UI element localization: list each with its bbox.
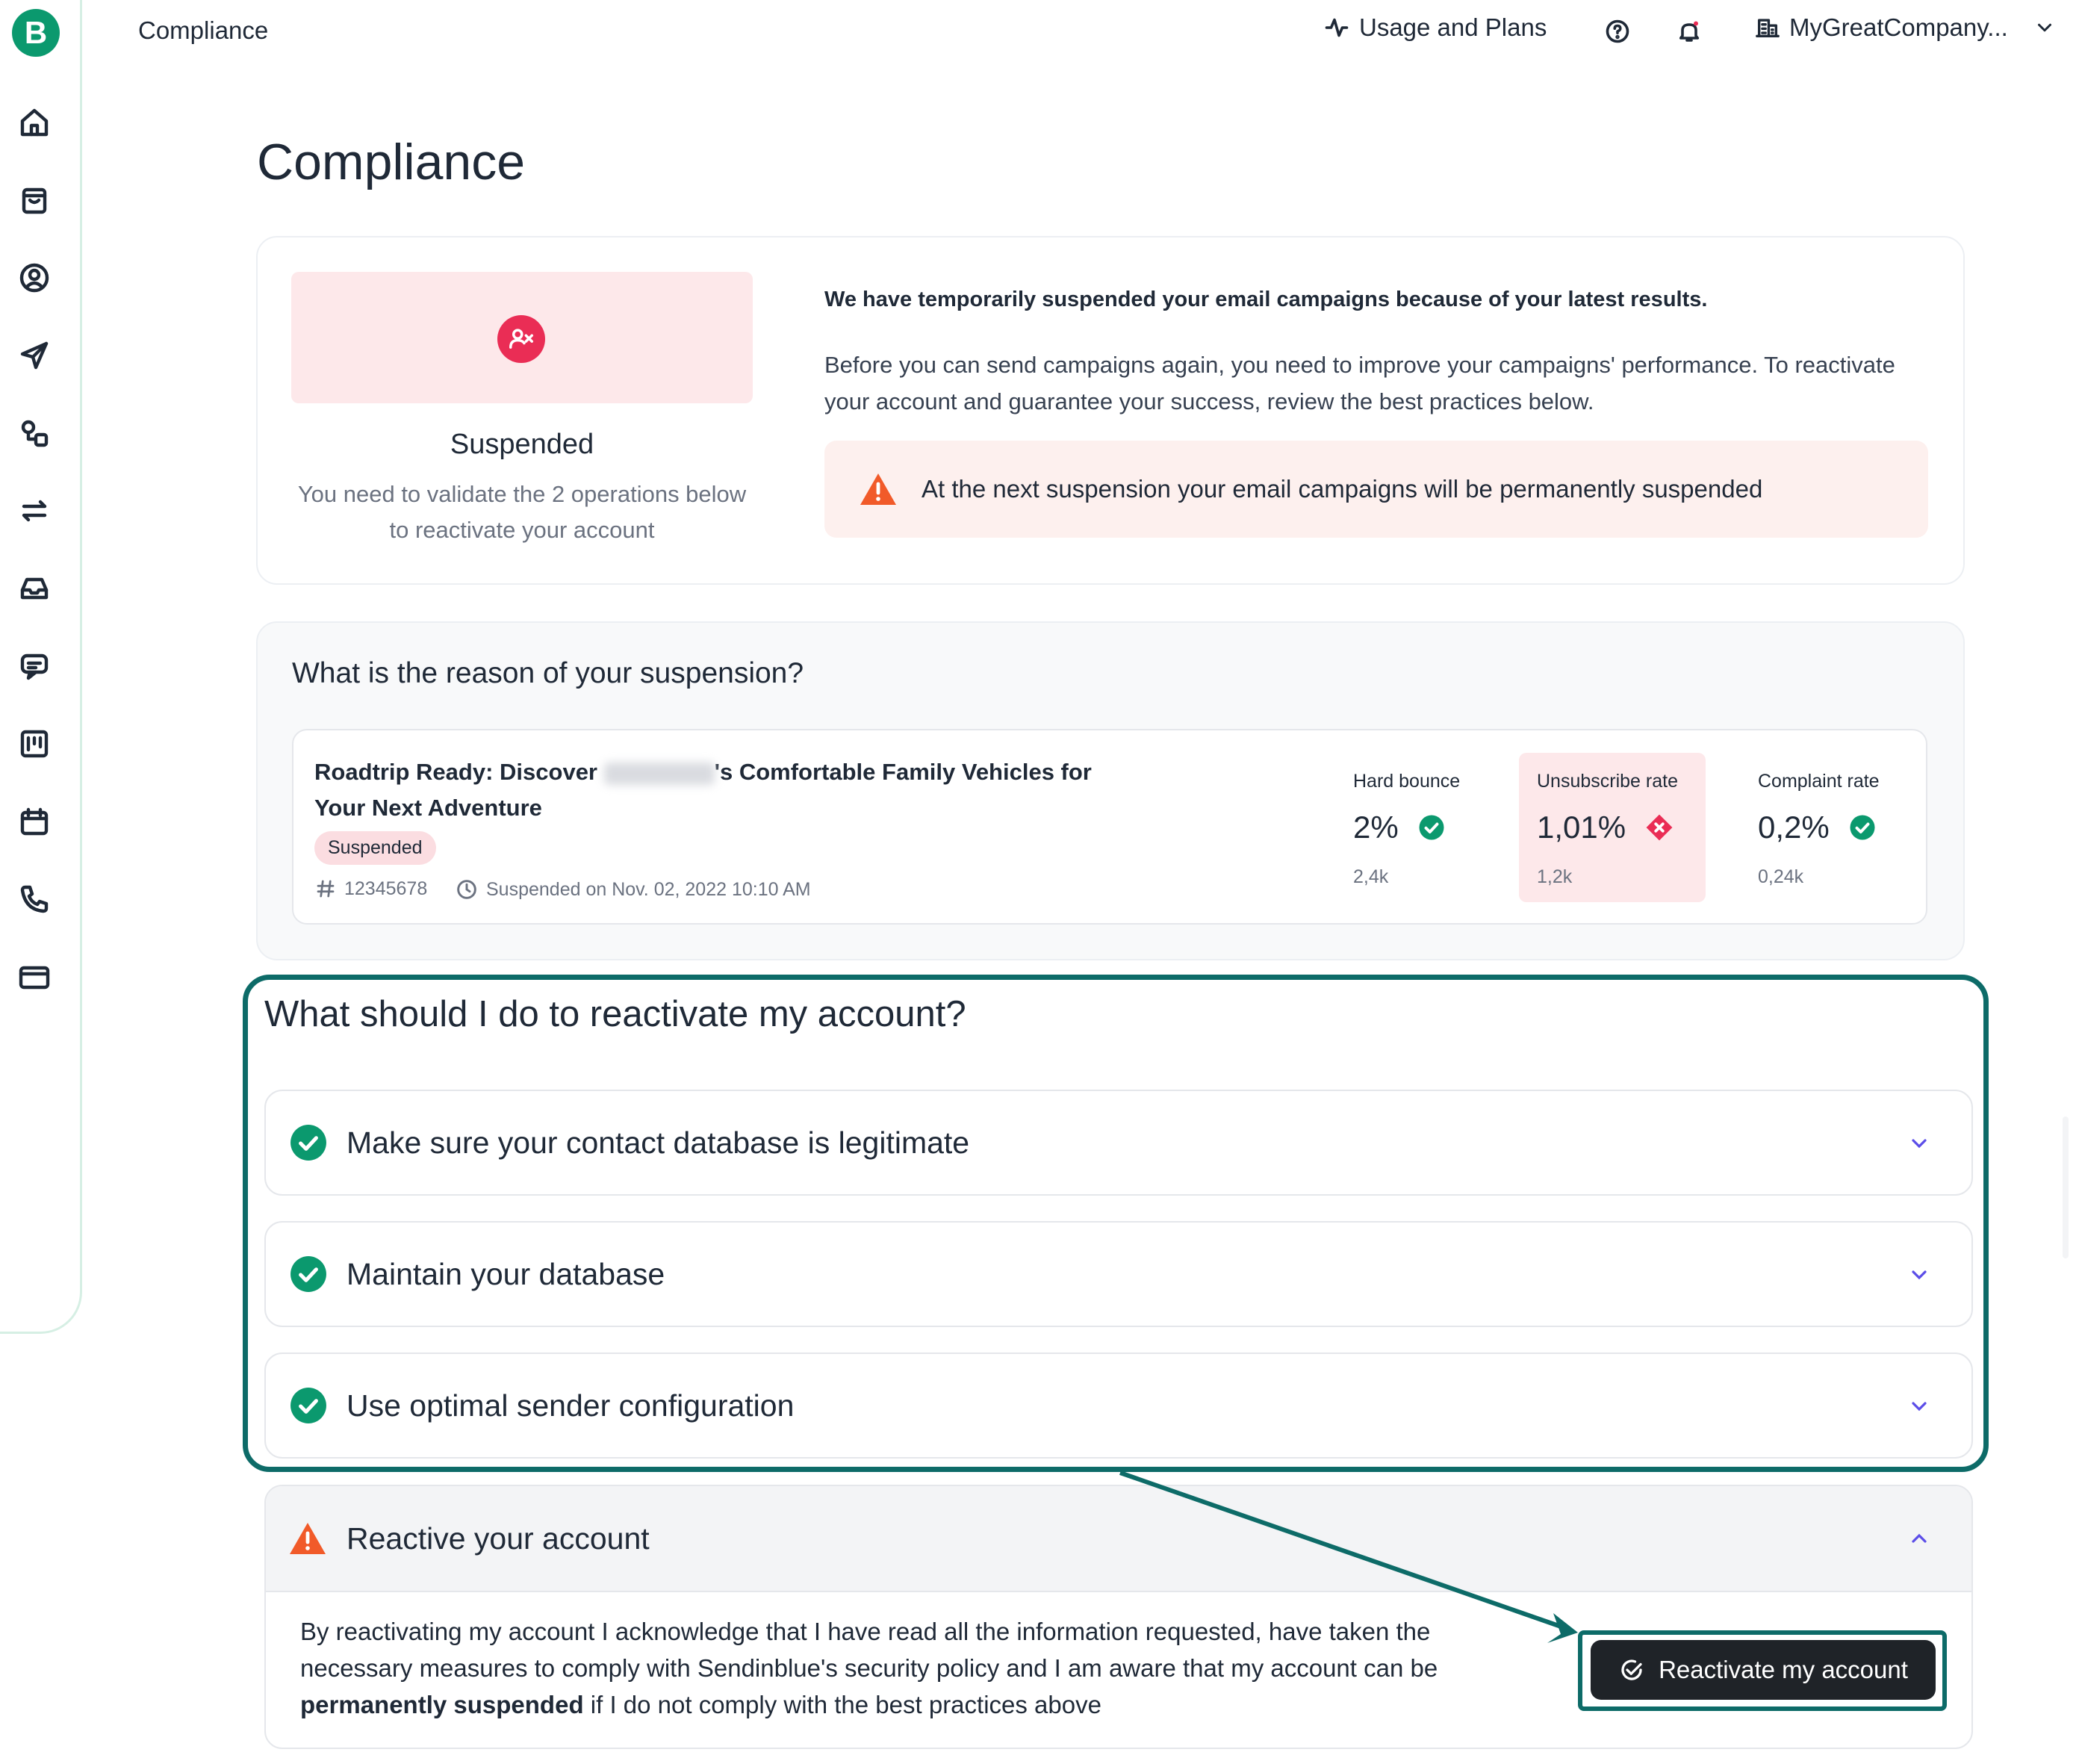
campaign-suspended-date: Suspended on Nov. 02, 2022 10:10 AM <box>455 878 811 901</box>
metric-value: 0,2% <box>1758 810 1830 845</box>
redacted-brand <box>603 762 715 785</box>
clock-icon <box>457 880 476 899</box>
chevron-down-icon[interactable] <box>1907 1131 1931 1155</box>
company-switcher[interactable]: MyGreatCompany... <box>1755 13 2056 42</box>
sidebar: B <box>0 0 82 1334</box>
check-circle-icon <box>290 1256 326 1292</box>
campaign-title-start: Roadtrip Ready: Discover <box>314 759 597 785</box>
sync-icon[interactable] <box>16 493 52 529</box>
usage-and-plans-link[interactable]: Usage and Plans <box>1323 13 1547 42</box>
campaign-title[interactable]: Roadtrip Ready: Discover 's Comfortable … <box>314 754 1136 826</box>
billing-icon[interactable] <box>16 959 52 995</box>
accordion-label: Reactive your account <box>346 1521 650 1556</box>
status-title: Suspended <box>450 429 594 460</box>
building-icon <box>1756 19 1780 38</box>
check-circle-icon <box>1419 815 1444 840</box>
check-circle-outline-icon <box>1621 1659 1642 1680</box>
chevron-down-icon[interactable] <box>1907 1394 1931 1418</box>
accordion-label: Maintain your database <box>346 1256 665 1291</box>
metric-count: 1,2k <box>1537 866 1573 887</box>
error-diamond-icon <box>1646 814 1673 841</box>
hash-icon <box>317 880 335 898</box>
metric-count: 2,4k <box>1353 866 1389 887</box>
reactivate-title: What should I do to reactivate my accoun… <box>264 994 966 1034</box>
warning-text: At the next suspension your email campai… <box>922 475 1763 503</box>
reason-title: What is the reason of your suspension? <box>292 657 804 689</box>
metric-value: 1,01% <box>1537 810 1626 845</box>
chevron-down-icon[interactable] <box>1907 1263 1931 1287</box>
user-suspended-icon <box>497 315 545 363</box>
chat-icon[interactable] <box>16 648 52 684</box>
reactivate-button-label: Reactivate my account <box>1659 1656 1908 1683</box>
warning-banner: At the next suspension your email campai… <box>824 441 1928 538</box>
page-title: Compliance <box>257 134 526 190</box>
accordion-reactivate-account: Reactive your account By reactivating my… <box>264 1485 1973 1749</box>
contacts-icon[interactable] <box>16 260 52 296</box>
automation-icon[interactable] <box>16 415 52 451</box>
accordion-legitimate-database[interactable]: Make sure your contact database is legit… <box>264 1090 1973 1196</box>
chevron-up-icon[interactable] <box>1907 1527 1931 1550</box>
warning-icon <box>860 473 896 505</box>
acknowledgement-text-end: if I do not comply with the best practic… <box>583 1691 1101 1718</box>
activity-icon <box>1325 18 1349 37</box>
acknowledgement-text-start: By reactivating my account I acknowledge… <box>300 1618 1438 1682</box>
campaign-id: 12345678 <box>314 878 427 900</box>
accordion-label: Use optimal sender configuration <box>346 1388 795 1423</box>
metric-hard-bounce: Hard bounce 2% 2,4k <box>1335 753 1522 902</box>
chevron-down-icon <box>2037 23 2051 32</box>
help-icon <box>1606 19 1629 43</box>
bell-icon <box>1679 21 1700 42</box>
phone-icon[interactable] <box>16 881 52 917</box>
metric-value: 2% <box>1353 810 1399 845</box>
metric-label: Unsubscribe rate <box>1537 771 1678 792</box>
company-name: MyGreatCompany... <box>1789 13 2008 41</box>
metric-count: 0,24k <box>1758 866 1804 887</box>
scrollbar-track[interactable] <box>2063 1117 2069 1258</box>
acknowledgement-text: By reactivating my account I acknowledge… <box>300 1613 1495 1723</box>
acknowledgement-text-bold: permanently suspended <box>300 1691 584 1718</box>
suspension-heading: We have temporarily suspended your email… <box>824 288 1708 311</box>
send-icon[interactable] <box>16 338 52 373</box>
accordion-header[interactable]: Reactive your account <box>266 1486 1971 1592</box>
help-button[interactable] <box>1604 18 1631 45</box>
highlight-frame <box>243 975 1989 1472</box>
reactivate-account-button[interactable]: Reactivate my account <box>1591 1640 1936 1700</box>
suspension-text: Before you can send campaigns again, you… <box>824 352 1895 414</box>
brand-logo[interactable]: B <box>12 9 60 57</box>
button-highlight-frame <box>1578 1630 1947 1711</box>
campaign-id-value: 12345678 <box>344 878 428 899</box>
topbar-title: Compliance <box>138 16 269 44</box>
accordion-label: Make sure your contact database is legit… <box>346 1125 970 1160</box>
accordion-sender-configuration[interactable]: Use optimal sender configuration <box>264 1352 1973 1459</box>
usage-label: Usage and Plans <box>1359 13 1547 41</box>
suspended-date-text: Suspended on Nov. 02, 2022 10:10 AM <box>486 878 811 900</box>
metric-unsubscribe-rate: Unsubscribe rate 1,01% 1,2k <box>1519 753 1706 902</box>
metric-complaint-rate: Complaint rate 0,2% 0,24k <box>1740 753 1927 902</box>
check-circle-icon <box>290 1125 326 1161</box>
status-badge: Suspended <box>314 831 436 865</box>
inbox-icon[interactable] <box>16 571 52 606</box>
campaign-title-end: 's Comfortable Family Vehicles for Your … <box>314 759 1092 821</box>
warning-icon <box>290 1523 326 1554</box>
metric-label: Complaint rate <box>1758 771 1880 792</box>
accordion-maintain-database[interactable]: Maintain your database <box>264 1221 1973 1327</box>
notifications-button[interactable] <box>1676 18 1703 45</box>
calendar-icon[interactable] <box>16 804 52 839</box>
board-icon[interactable] <box>16 726 52 762</box>
cart-icon[interactable] <box>16 182 52 218</box>
metric-label: Hard bounce <box>1353 771 1461 792</box>
check-circle-icon <box>290 1388 326 1423</box>
status-description: You need to validate the 2 operations be… <box>297 481 747 543</box>
home-icon[interactable] <box>16 105 52 140</box>
check-circle-icon <box>1850 815 1875 840</box>
